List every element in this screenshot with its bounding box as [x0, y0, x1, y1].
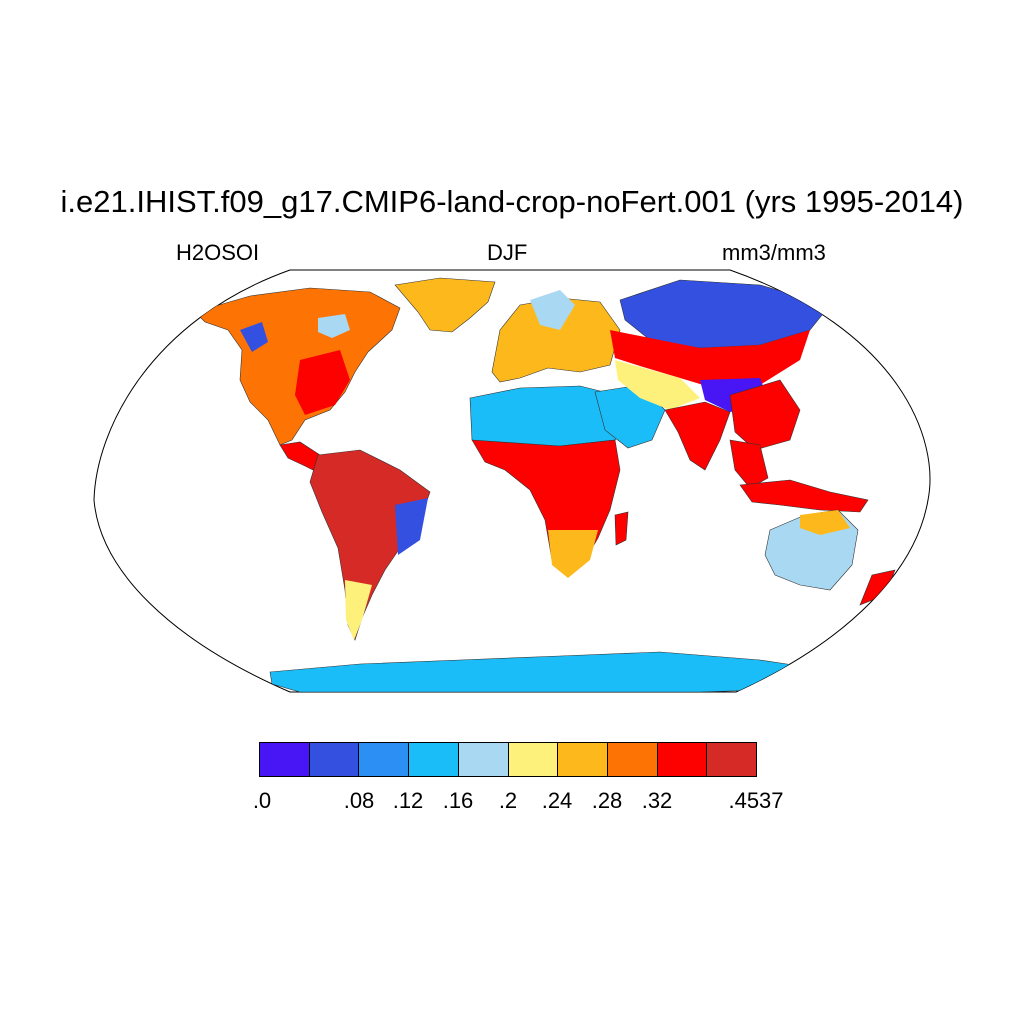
plot-title: i.e21.IHIST.f09_g17.CMIP6-land-crop-noFe…	[60, 184, 964, 219]
region-central-asia	[615, 360, 700, 410]
colorbar-tick-label: .32	[641, 788, 673, 813]
region-scandinavia	[530, 290, 575, 330]
season-label: DJF	[487, 240, 528, 265]
region-china-east	[729, 379, 801, 451]
colorbar-tick-label: .12	[392, 788, 424, 813]
colorbar-box	[409, 743, 459, 776]
colorbar-box	[707, 743, 757, 776]
region-india	[664, 401, 731, 471]
region-southern-africa	[548, 530, 598, 578]
region-antarctica	[269, 651, 801, 692]
colorbar-box	[508, 743, 559, 776]
colorbar-tick-label: .0	[252, 788, 272, 813]
colorbar-tick-label: .4537	[728, 788, 784, 813]
colorbar-tick-label: .24	[541, 788, 573, 813]
colorbar-box	[458, 743, 509, 776]
region-south-america	[309, 449, 431, 641]
region-australia-north	[800, 510, 850, 535]
colorbar-box	[359, 743, 410, 776]
region-north-america-east	[295, 350, 350, 415]
region-greenland	[394, 277, 496, 333]
colorbar-box	[607, 743, 658, 776]
colorbar-tick-label: .2	[498, 788, 518, 813]
colorbar-tick-label: .16	[442, 788, 474, 813]
units-label: mm3/mm3	[722, 240, 826, 265]
region-canada-arctic	[240, 322, 268, 352]
colorbar-box	[657, 743, 708, 776]
colorbar-box	[260, 743, 310, 776]
region-indonesia	[739, 479, 869, 513]
region-madagascar	[614, 511, 629, 546]
region-hudson	[318, 314, 350, 338]
colorbar-tick-label: .08	[343, 788, 375, 813]
region-brazil-east	[395, 498, 428, 555]
colorbar-tick-label: .28	[591, 788, 623, 813]
region-patagonia	[345, 580, 372, 640]
colorbar-box	[309, 743, 360, 776]
variable-label: H2OSOI	[176, 240, 260, 265]
colorbar-box	[558, 743, 608, 776]
colorbar	[259, 742, 757, 777]
region-northern-asia	[610, 330, 810, 390]
